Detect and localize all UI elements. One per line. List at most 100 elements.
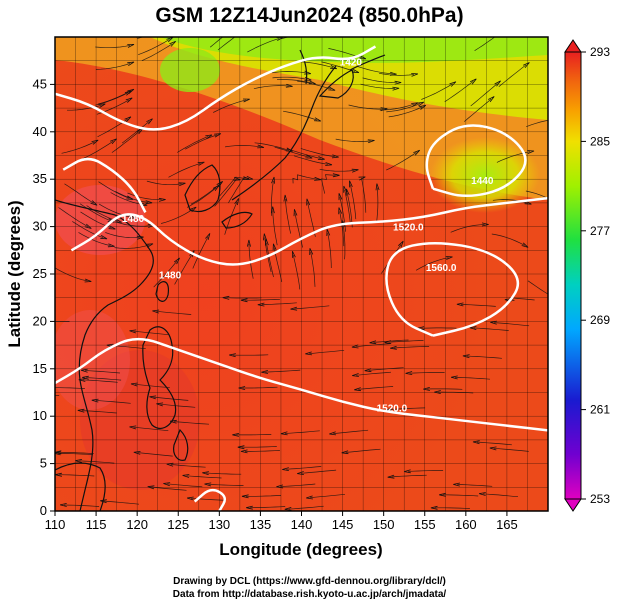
streamline — [379, 103, 415, 111]
streamline — [283, 110, 318, 121]
streamline — [526, 119, 548, 128]
streamline — [333, 429, 369, 434]
streamline-arrowhead — [234, 23, 240, 28]
streamline — [421, 83, 453, 100]
x-tick-label: 110 — [45, 517, 66, 532]
streamline — [160, 403, 196, 408]
streamline — [64, 183, 94, 204]
streamline — [494, 322, 530, 327]
streamline-arrowhead — [80, 368, 88, 373]
streamline — [444, 81, 474, 103]
streamline-arrowhead — [305, 351, 313, 356]
colorbar-scale — [564, 51, 582, 500]
streamline — [346, 192, 353, 228]
streamline — [137, 452, 173, 457]
streamline — [111, 130, 140, 153]
streamline-arrowhead — [405, 371, 413, 375]
streamline — [498, 64, 527, 87]
streamline — [297, 80, 332, 90]
streamline-arrowhead — [173, 257, 180, 265]
streamline — [361, 177, 367, 213]
contour-line — [55, 45, 377, 131]
streamline — [373, 339, 409, 343]
streamline — [391, 474, 427, 478]
streamline — [321, 174, 336, 194]
streamline — [208, 483, 244, 486]
contour-label: 1520.0 — [393, 222, 424, 233]
streamline — [186, 187, 217, 208]
streamline-arrowhead — [280, 431, 288, 436]
streamline — [293, 155, 328, 165]
streamline-arrowhead — [166, 462, 174, 467]
streamline-arrowhead — [434, 390, 441, 394]
streamline — [327, 233, 332, 269]
streamline — [55, 395, 60, 396]
streamline — [457, 484, 493, 487]
streamline-arrowhead — [380, 107, 388, 112]
streamline-arrowhead — [234, 198, 240, 206]
height-contours — [55, 45, 548, 511]
streamline — [288, 505, 324, 510]
streamline — [272, 76, 308, 80]
streamline-arrowhead — [127, 61, 135, 67]
streamline — [473, 327, 509, 331]
streamline-arrowhead — [338, 193, 343, 201]
streamline-arrowhead — [214, 133, 222, 138]
streamline — [98, 181, 130, 199]
streamline — [261, 302, 297, 305]
streamline — [254, 142, 289, 151]
streamline-arrowhead — [20, 394, 27, 397]
streamline — [287, 148, 321, 159]
streamline-arrowhead — [232, 433, 240, 437]
x-tick-label: 165 — [496, 517, 518, 532]
streamline — [464, 98, 492, 122]
streamline — [141, 43, 173, 62]
streamline — [307, 202, 316, 237]
streamline — [245, 495, 282, 497]
streamline — [344, 189, 351, 225]
x-tick-label: 140 — [291, 517, 313, 532]
streamline — [409, 372, 445, 374]
streamline — [153, 260, 178, 288]
streamline — [271, 71, 307, 74]
x-tick-label: 130 — [208, 517, 230, 532]
streamline — [136, 37, 140, 38]
streamline-arrowhead — [263, 233, 267, 241]
streamline-arrowhead — [91, 398, 99, 403]
streamline-arrowhead — [413, 149, 420, 156]
streamline-arrowhead — [124, 116, 132, 123]
streamline-arrowhead — [450, 375, 458, 380]
streamline-arrowhead — [527, 150, 535, 154]
streamline — [138, 39, 170, 56]
streamline-arrowhead — [129, 425, 137, 430]
streamline-arrowhead — [222, 295, 230, 300]
colorbar-tick-label: 293 — [590, 45, 610, 59]
streamline-arrowhead — [456, 302, 464, 307]
streamline — [217, 37, 236, 51]
streamline-arrowhead — [352, 373, 359, 377]
streamline — [379, 72, 415, 76]
contour-label: 1560.0 — [426, 263, 457, 274]
streamline-arrowhead — [555, 201, 562, 206]
streamline-arrowhead — [60, 503, 67, 507]
streamline-arrowhead — [469, 326, 477, 330]
streamline-arrowhead — [156, 402, 164, 407]
streamline-arrowhead — [130, 382, 138, 387]
contour-line — [62, 157, 147, 213]
streamline-arrowhead — [367, 139, 375, 144]
streamline-arrowhead — [489, 446, 497, 451]
streamline — [95, 63, 131, 70]
contour-label: 1480 — [159, 271, 182, 282]
streamline — [95, 92, 129, 106]
colorbar-tick-label: 261 — [590, 403, 610, 417]
streamline — [310, 252, 316, 287]
streamline-arrowhead — [186, 496, 194, 501]
streamline-arrowhead — [124, 90, 132, 96]
streamline-arrowhead — [257, 144, 265, 149]
streamline-arrowhead — [392, 86, 400, 91]
streamline — [388, 340, 424, 343]
streamline — [274, 146, 309, 158]
streamline — [253, 85, 289, 90]
streamline — [177, 136, 209, 153]
streamline-arrowhead — [84, 278, 92, 283]
